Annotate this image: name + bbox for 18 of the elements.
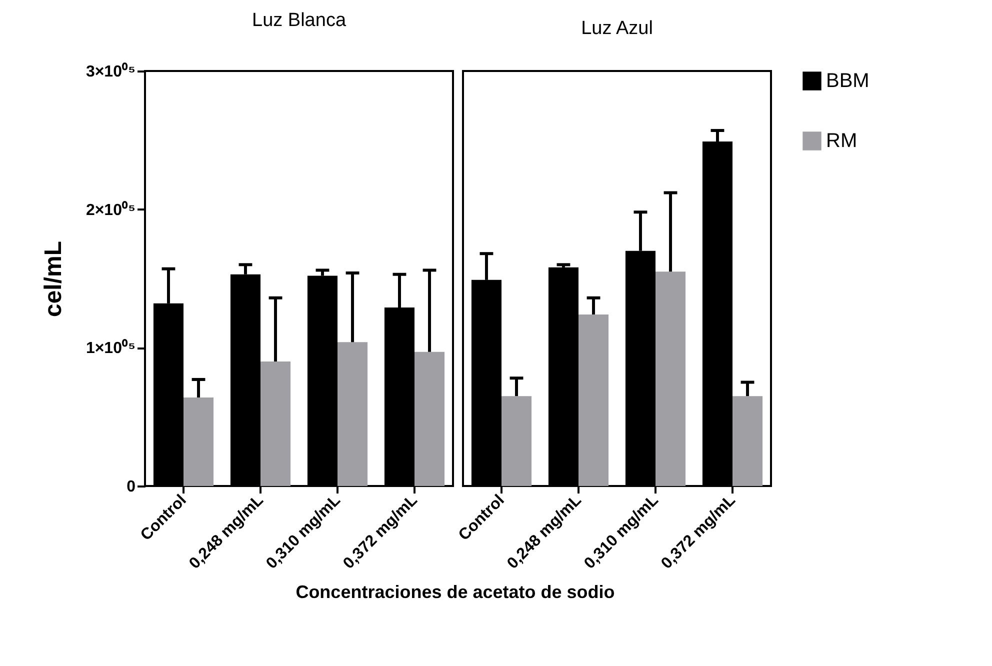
bar	[184, 397, 214, 486]
bar	[414, 352, 445, 486]
bar	[656, 272, 686, 486]
x-axis-title: Concentraciones de acetato de sodio	[296, 582, 615, 602]
chart-title: Luz Blanca	[252, 10, 346, 31]
bar	[578, 314, 609, 486]
y-tick-label: 0	[126, 478, 136, 496]
bar	[260, 362, 291, 486]
legend-label: RM	[826, 130, 858, 152]
y-tick-label: 2×10⁰⁵	[86, 200, 136, 219]
y-axis-title: cel/mL	[40, 240, 67, 318]
bar	[338, 342, 368, 486]
bar	[732, 396, 763, 486]
chart-title: Luz Azul	[581, 18, 653, 39]
y-tick-label: 1×10⁰⁵	[86, 339, 136, 358]
y-tick-label: 3×10⁰⁵	[86, 62, 136, 80]
bar	[502, 396, 532, 486]
legend-label: BBM	[826, 70, 870, 92]
